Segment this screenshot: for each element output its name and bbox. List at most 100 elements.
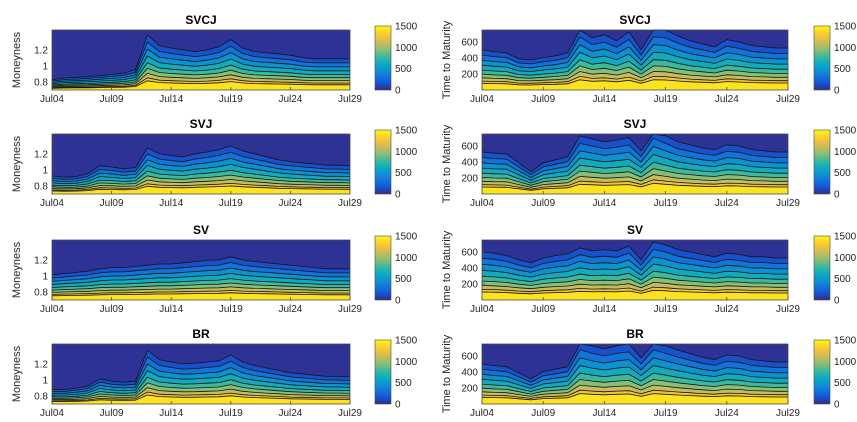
x-tick-label: Jul04 — [470, 198, 494, 209]
y-tick-label: 0.8 — [34, 288, 48, 299]
x-tick-label: Jul14 — [159, 304, 183, 315]
colorbar-tick-label: 1000 — [395, 43, 418, 54]
x-tick-label: Jul09 — [100, 198, 124, 209]
x-tick-label: Jul19 — [219, 408, 243, 419]
colorbar-tick-label: 0 — [834, 190, 840, 201]
x-tick-label: Jul14 — [159, 408, 183, 419]
contour-line — [481, 168, 788, 186]
contour-line — [481, 365, 788, 389]
colorbar-tick-label: 500 — [834, 64, 851, 75]
y-tick-label: 1.2 — [34, 46, 48, 57]
contour-line — [51, 151, 351, 180]
y-tick-label: 400 — [461, 158, 478, 169]
x-tick-label: Jul19 — [654, 304, 678, 315]
contour-line — [51, 145, 351, 178]
contour-line — [481, 44, 788, 69]
colorbar-tick-label: 1500 — [834, 126, 857, 137]
panel-title: SVJ — [624, 117, 647, 131]
panel-title: BR — [626, 327, 644, 341]
contour-line — [481, 389, 788, 399]
contour-line — [51, 62, 350, 86]
contour-line — [481, 51, 788, 72]
contour-line — [52, 382, 351, 399]
x-tick-label: Jul09 — [531, 304, 555, 315]
x-tick-label: Jul24 — [715, 198, 739, 209]
colorbar-tick-label: 1500 — [395, 336, 418, 347]
x-tick-label: Jul09 — [100, 408, 124, 419]
x-tick-label: Jul24 — [715, 94, 739, 105]
contour-line — [52, 387, 351, 400]
colorbar-tick-label: 1000 — [834, 253, 857, 264]
panel-title: SVCJ — [619, 13, 650, 27]
contour-band — [52, 186, 350, 194]
contour-line — [481, 263, 788, 278]
contour-line — [51, 272, 350, 285]
contour-line — [51, 41, 350, 82]
colorbar-tick-label: 0 — [395, 296, 401, 307]
contour-line — [51, 72, 350, 88]
x-tick-label: Jul14 — [592, 304, 616, 315]
y-axis-label: Moneyness — [11, 345, 23, 402]
contour-line — [481, 357, 788, 386]
y-tick-label: 200 — [461, 280, 478, 291]
y-tick-label: 1 — [42, 272, 48, 283]
y-tick-label: 600 — [461, 38, 478, 49]
contour-line — [481, 276, 788, 286]
y-tick-label: 200 — [461, 384, 478, 395]
y-tick-label: 1 — [42, 376, 48, 387]
y-tick-label: 200 — [461, 174, 478, 185]
contour-line — [481, 154, 788, 181]
contour-line — [51, 267, 350, 282]
contour-line — [51, 286, 350, 293]
y-axis-label: Time to Maturity — [441, 124, 453, 203]
y-axis-label: Time to Maturity — [441, 230, 453, 309]
contour-band — [482, 79, 788, 90]
x-tick-label: Jul09 — [531, 94, 555, 105]
axes-frame — [51, 343, 351, 405]
colorbar-tick-label: 1000 — [834, 43, 857, 54]
y-tick-label: 600 — [461, 352, 478, 363]
contour-line — [481, 137, 788, 176]
contour-line — [481, 161, 788, 184]
contour-line — [481, 286, 788, 293]
contour-line — [52, 363, 351, 394]
colorbar-tick-label: 1500 — [395, 232, 418, 243]
axes-frame — [481, 133, 789, 195]
colorbar-tick-label: 1500 — [395, 126, 418, 137]
y-tick-label: 600 — [461, 248, 478, 259]
x-tick-label: Jul24 — [278, 304, 302, 315]
contour-line — [51, 77, 350, 89]
x-tick-label: Jul24 — [715, 304, 739, 315]
y-tick-label: 200 — [461, 70, 478, 81]
colorbar-tick-label: 0 — [834, 400, 840, 411]
x-tick-label: Jul19 — [654, 198, 678, 209]
contour-line — [481, 59, 788, 76]
contour-line — [51, 185, 351, 192]
colorbar-tick-label: 500 — [834, 168, 851, 179]
x-tick-label: Jul04 — [40, 304, 64, 315]
contour-line — [52, 349, 351, 390]
contour-line — [481, 36, 788, 65]
x-tick-label: Jul29 — [338, 94, 362, 105]
x-tick-label: Jul04 — [40, 408, 64, 419]
x-tick-label: Jul04 — [40, 198, 64, 209]
contour-line — [52, 370, 351, 396]
contour-line — [481, 384, 788, 397]
x-tick-label: Jul14 — [592, 94, 616, 105]
x-tick-label: Jul24 — [278, 198, 302, 209]
x-tick-label: Jul19 — [654, 94, 678, 105]
contour-line — [52, 376, 351, 398]
y-axis-label: Moneyness — [11, 135, 23, 192]
axes-frame — [481, 29, 789, 91]
contour-band — [52, 395, 350, 404]
colorbar-tick-label: 0 — [834, 296, 840, 307]
y-tick-label: 600 — [461, 142, 478, 153]
x-tick-label: Jul14 — [592, 408, 616, 419]
colorbar — [813, 339, 831, 405]
x-tick-label: Jul09 — [531, 408, 555, 419]
contour-line — [51, 34, 350, 81]
contour-line — [51, 55, 350, 85]
contour-line — [481, 179, 788, 190]
x-tick-label: Jul24 — [715, 408, 739, 419]
colorbar-tick-label: 1500 — [834, 22, 857, 33]
